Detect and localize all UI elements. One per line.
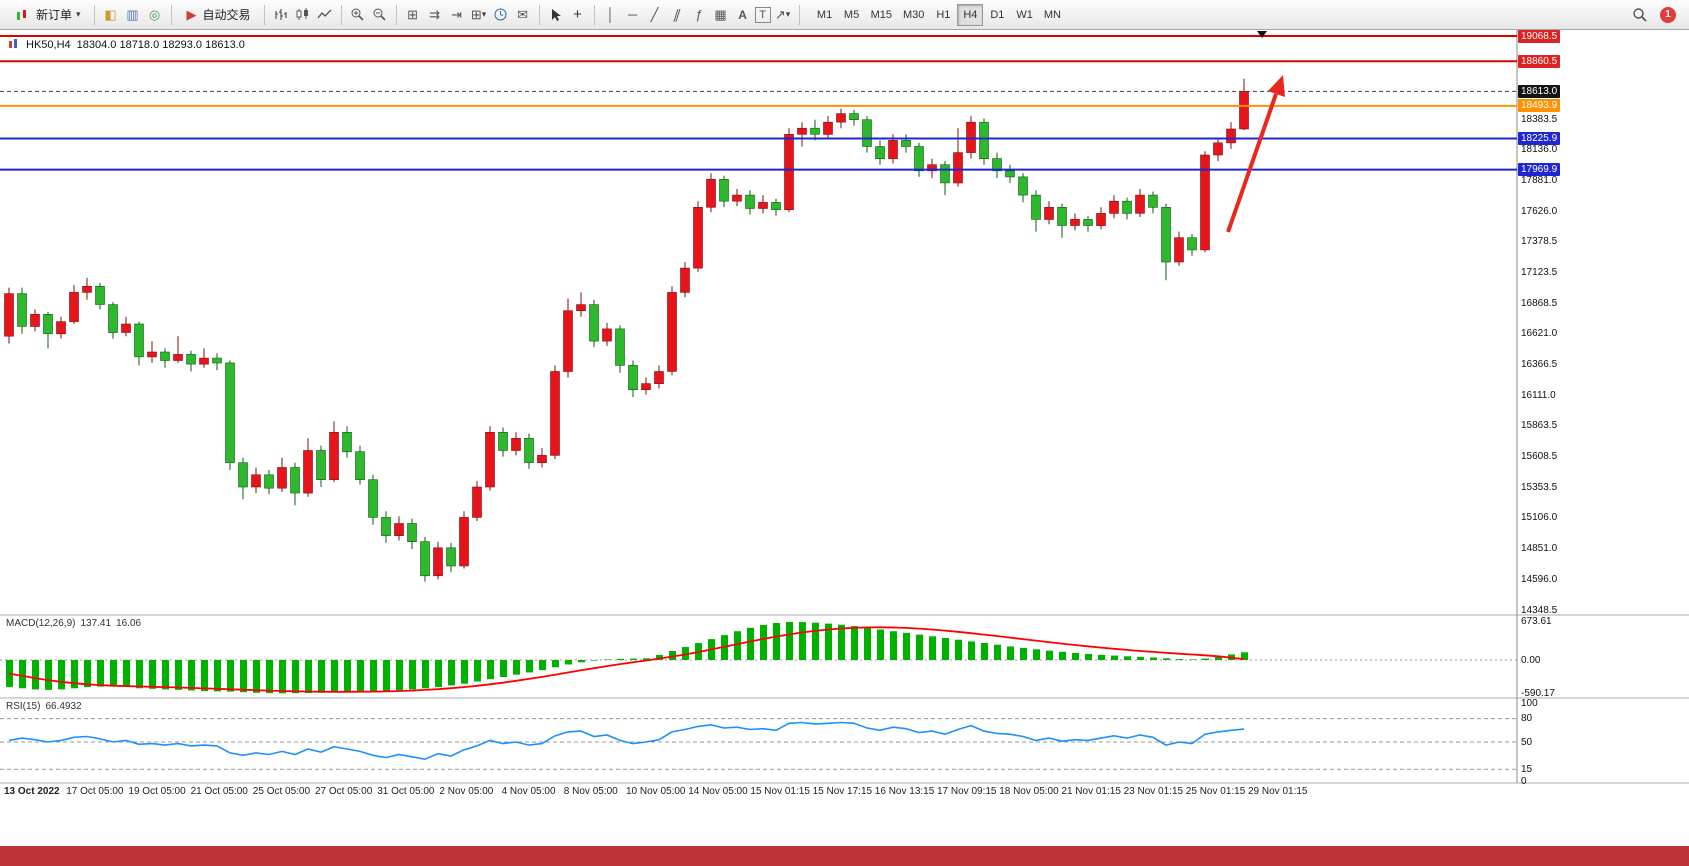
chart-ohlc-values: 18304.0 18718.0 18293.0 18613.0 bbox=[76, 39, 245, 51]
chevron-down-icon: ▾ bbox=[76, 9, 81, 19]
auto-scroll-icon[interactable]: ⇉ bbox=[429, 6, 441, 22]
mail-icon[interactable]: ✉ bbox=[517, 6, 529, 22]
crosshair-icon[interactable]: + bbox=[573, 6, 582, 23]
timeframe-h1[interactable]: H1 bbox=[930, 4, 956, 26]
toolbar-separator bbox=[93, 4, 95, 25]
macd-main-value: 137.41 bbox=[80, 618, 112, 629]
timeframe-mn[interactable]: MN bbox=[1039, 4, 1066, 26]
clock-icon[interactable] bbox=[491, 5, 511, 25]
new-order-icon bbox=[12, 5, 32, 25]
horizontal-level-lines[interactable] bbox=[0, 35, 1517, 171]
horizontal-line-tool-icon[interactable]: ─ bbox=[627, 7, 638, 22]
vertical-line-tool-icon[interactable]: │ bbox=[606, 7, 615, 22]
new-order-button[interactable]: 新订单 ▾ bbox=[5, 3, 88, 27]
toolbar-separator bbox=[170, 4, 172, 25]
timeframe-m5[interactable]: M5 bbox=[839, 4, 865, 26]
main-toolbar: 新订单 ▾ ◧ ▥ ◎ ▶ 自动交易 ⊞ ⇉ ⇥ ⊞ ▾ ✉ + │ ─ ╱ ∥ … bbox=[0, 0, 1689, 30]
navigator-icon[interactable]: ◎ bbox=[148, 6, 161, 22]
timeframe-h4[interactable]: H4 bbox=[957, 3, 984, 26]
tile-windows-icon[interactable]: ⊞ bbox=[407, 6, 419, 22]
zoom-in-icon[interactable] bbox=[348, 5, 368, 25]
new-order-label: 新订单 bbox=[36, 8, 73, 22]
data-window-icon[interactable]: ▥ bbox=[126, 6, 139, 22]
grid-icon[interactable]: ▦ bbox=[714, 6, 727, 22]
new-chart-button[interactable]: ⊞ ▾ bbox=[470, 6, 487, 22]
rsi-indicator-label: RSI(15) 66.4932 bbox=[6, 701, 82, 712]
chart-shift-icon[interactable]: ⇥ bbox=[451, 6, 463, 22]
channel-tool-icon[interactable]: ∥ bbox=[671, 6, 683, 22]
auto-trading-icon: ▶ bbox=[186, 6, 197, 22]
toolbar-separator bbox=[263, 4, 265, 25]
macd-signal-line bbox=[8, 626, 1245, 693]
chart-symbol-period: HK50,H4 bbox=[26, 39, 71, 51]
chart-window: HK50,H4 18304.0 18718.0 18293.0 18613.0 … bbox=[0, 29, 1689, 846]
macd-name: MACD(12,26,9) bbox=[6, 618, 76, 629]
trendline-tool-icon[interactable]: ╱ bbox=[650, 6, 659, 22]
toolbar-separator bbox=[798, 4, 800, 25]
timeframe-m15[interactable]: M15 bbox=[866, 4, 897, 26]
arrow-tool-icon[interactable]: ↗ ▾ bbox=[774, 6, 791, 22]
trend-arrow[interactable] bbox=[1226, 75, 1285, 233]
toolbar-separator bbox=[340, 4, 342, 25]
auto-trading-button[interactable]: ▶ 自动交易 bbox=[178, 3, 258, 27]
macd-indicator-label: MACD(12,26,9) 137.41 16.06 bbox=[6, 618, 141, 629]
auto-trading-label: 自动交易 bbox=[202, 8, 251, 22]
toolbar-separator bbox=[538, 4, 540, 25]
bottom-bar bbox=[0, 846, 1689, 866]
candles bbox=[4, 78, 1249, 582]
bar-chart-icon[interactable] bbox=[271, 5, 291, 25]
chart-marker-icon bbox=[1257, 31, 1267, 38]
candlestick-chart-icon[interactable] bbox=[293, 5, 313, 25]
timeframe-m1[interactable]: M1 bbox=[812, 4, 838, 26]
chevron-down-icon: ▾ bbox=[481, 9, 487, 19]
fibonacci-tool-icon[interactable]: ƒ bbox=[694, 7, 703, 22]
chart-symbol-icon bbox=[8, 38, 20, 52]
cursor-icon[interactable] bbox=[546, 5, 566, 25]
toolbar-right: 1 bbox=[1630, 5, 1684, 25]
market-watch-icon[interactable]: ◧ bbox=[104, 6, 117, 22]
rsi-name: RSI(15) bbox=[6, 701, 41, 712]
text-label-tool-icon[interactable]: T bbox=[754, 6, 771, 23]
search-icon[interactable] bbox=[1630, 5, 1650, 25]
text-tool-icon[interactable]: A bbox=[738, 7, 747, 22]
timeframe-w1[interactable]: W1 bbox=[1011, 4, 1038, 26]
price-chart[interactable] bbox=[0, 30, 1689, 846]
rsi-value: 66.4932 bbox=[45, 701, 82, 712]
macd-histogram bbox=[6, 622, 1248, 694]
timeframe-d1[interactable]: D1 bbox=[984, 4, 1010, 26]
line-chart-icon[interactable] bbox=[315, 5, 335, 25]
rsi-line bbox=[8, 721, 1245, 761]
zoom-out-icon[interactable] bbox=[370, 5, 390, 25]
toolbar-separator bbox=[593, 4, 595, 25]
notification-badge[interactable]: 1 bbox=[1660, 6, 1676, 23]
toolbar-separator bbox=[395, 4, 397, 25]
chart-title: HK50,H4 18304.0 18718.0 18293.0 18613.0 bbox=[8, 38, 245, 52]
timeframe-toolbar: M1 M5 M15 M30 H1 H4 D1 W1 MN bbox=[812, 3, 1066, 26]
macd-signal-value: 16.06 bbox=[116, 618, 142, 629]
chevron-down-icon: ▾ bbox=[785, 9, 791, 19]
timeframe-m30[interactable]: M30 bbox=[898, 4, 929, 26]
